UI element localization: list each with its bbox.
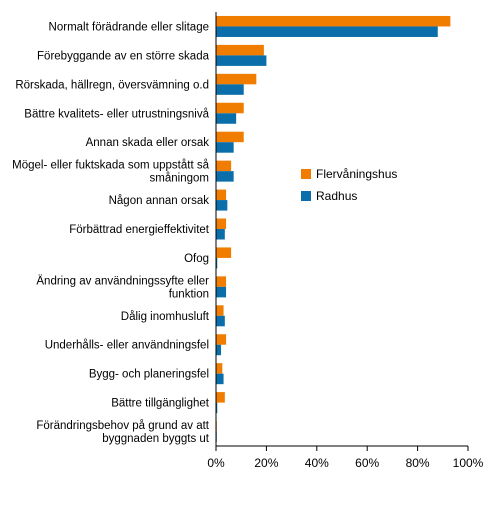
category-label: funktion [169, 288, 209, 300]
x-tick-label: 100% [453, 456, 484, 470]
x-tick-label: 0% [207, 456, 225, 470]
category-label: Förändringsbehov på grund av att [36, 420, 209, 432]
bar-flervåningshus [216, 44, 264, 56]
bar-flervåningshus [216, 218, 227, 229]
bar-radhus [216, 257, 218, 269]
bar-radhus [216, 373, 224, 385]
bar-flervåningshus [216, 392, 225, 403]
x-axis-ticks: 0% 20% 40% 60% 80% 100% [207, 446, 484, 470]
bar-flervåningshus [216, 334, 227, 345]
category-label: Förebyggande av en större skada [37, 50, 210, 62]
category-label: Mögel- eller fuktskada som uppstått så [12, 160, 209, 172]
category-label: Förbättrad energieffektivitet [69, 224, 210, 236]
x-tick-label: 40% [305, 456, 329, 470]
bar-flervåningshus [216, 160, 232, 172]
bar-radhus [216, 200, 228, 211]
bar-radhus [216, 55, 267, 66]
bar-flervåningshus [216, 131, 244, 143]
bar-flervåningshus [216, 305, 224, 316]
bar-flervåningshus [216, 189, 227, 201]
bar-radhus [216, 315, 225, 327]
bar-flervåningshus [216, 363, 223, 374]
bar-flervåningshus [216, 276, 227, 287]
category-label: småningom [150, 173, 209, 185]
category-label: Annan skada eller orsak [86, 137, 210, 149]
category-labels: Normalt förädrande eller slitage Förebygg… [12, 21, 210, 445]
bar-flervåningshus [216, 15, 451, 27]
legend-swatch-flervåningshus [301, 169, 311, 179]
category-label: Någon annan orsak [109, 195, 210, 207]
bar-radhus [216, 84, 244, 95]
bars [216, 15, 451, 443]
x-tick-label: 60% [355, 456, 379, 470]
bar-radhus [216, 402, 218, 414]
x-tick-label: 20% [254, 456, 278, 470]
bar-radhus [216, 171, 234, 182]
legend-label: Radhus [316, 189, 357, 203]
legend: Flervåningshus Radhus [301, 167, 397, 203]
category-label: Rörskada, hällregn, översvämning o.d [15, 79, 209, 91]
bar-flervåningshus [216, 247, 232, 258]
bar-radhus [216, 113, 237, 124]
category-label: Bättre tillgänglighet [111, 398, 210, 410]
category-label: Normalt förädrande eller slitage [49, 21, 209, 33]
category-label: Underhålls- eller användningsfel [45, 340, 209, 352]
bar-radhus [216, 26, 438, 37]
category-label: Bygg- och planeringsfel [89, 369, 209, 381]
x-tick-label: 80% [406, 456, 430, 470]
bar-radhus [216, 344, 222, 356]
bar-radhus [216, 229, 225, 240]
category-label: Dålig inomhusluft [121, 311, 210, 323]
legend-swatch-radhus [301, 191, 311, 201]
bar-flervåningshus [216, 102, 244, 114]
bar-radhus [216, 286, 227, 298]
legend-label: Flervåningshus [316, 167, 397, 181]
category-label: Bättre kvalitets- eller utrustningsnivå [24, 108, 209, 120]
category-label: Ändring av användningssyfte eller [36, 275, 209, 287]
category-label: Ofog [184, 253, 209, 265]
category-label: byggnaden byggts ut [102, 433, 210, 445]
bar-flervåningshus [216, 73, 257, 85]
bar-radhus [216, 142, 234, 153]
